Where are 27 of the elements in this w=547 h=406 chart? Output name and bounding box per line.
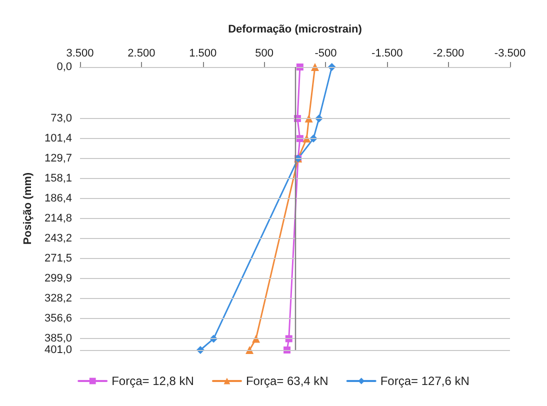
y-tick-label: 0,0 — [56, 61, 72, 73]
y-tick-label: 129,7 — [44, 152, 72, 165]
x-tick-label: 500 — [255, 48, 274, 60]
x-tick-label: -2.500 — [432, 48, 464, 60]
legend-label: Força= 127,6 kN — [380, 374, 470, 388]
y-tick-label: 271,5 — [44, 252, 72, 265]
x-tick-label: 1.500 — [189, 48, 217, 60]
y-tick-label: 186,4 — [44, 192, 72, 205]
legend-label: Força= 12,8 kN — [112, 374, 194, 388]
y-tick-label: 299,9 — [44, 272, 72, 285]
y-tick-label: 243,2 — [44, 232, 72, 245]
y-tick-label: 101,4 — [44, 132, 72, 145]
x-tick-label: -1.500 — [372, 48, 403, 60]
y-tick-label: 158,1 — [44, 172, 72, 185]
y-axis-title: Posição (mm) — [22, 172, 34, 245]
y-tick-label: 328,2 — [44, 292, 72, 305]
y-tick-label: 73,0 — [50, 112, 72, 125]
x-tick-label: 3.500 — [66, 48, 94, 60]
x-tick-label: -500 — [314, 48, 337, 60]
y-tick-label: 385,0 — [44, 332, 72, 345]
y-tick-label: 401,0 — [44, 344, 72, 356]
y-tick-label: 356,6 — [44, 312, 72, 325]
x-tick-label: 2.500 — [128, 48, 156, 60]
y-tick-label: 214,8 — [44, 212, 72, 225]
legend-label: Força= 63,4 kN — [246, 374, 328, 388]
x-axis-title: Deformação (microstrain) — [228, 24, 362, 36]
x-tick-label: -3.500 — [494, 48, 526, 60]
